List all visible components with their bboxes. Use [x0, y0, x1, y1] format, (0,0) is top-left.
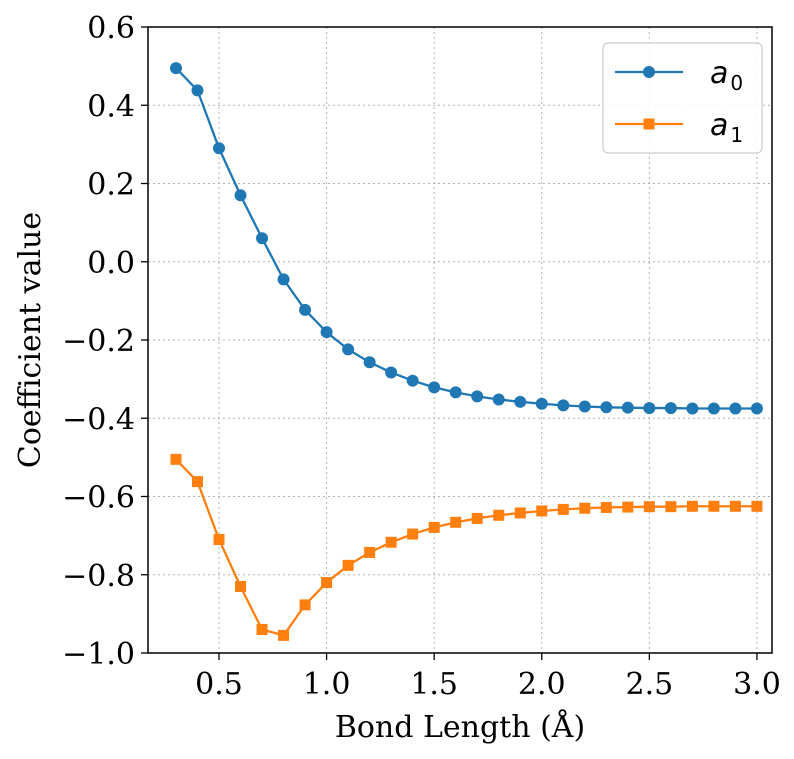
- data-point: [578, 400, 591, 413]
- y-tick-label: −0.4: [62, 402, 135, 437]
- series-a0: [169, 62, 763, 415]
- data-point: [299, 599, 311, 611]
- legend-frame: [602, 42, 763, 154]
- data-point: [170, 453, 182, 465]
- legend: a 0a 1: [602, 42, 763, 154]
- data-point: [363, 356, 376, 369]
- data-point: [708, 500, 720, 512]
- data-point: [449, 386, 462, 399]
- data-point: [471, 512, 483, 524]
- data-point: [471, 390, 484, 403]
- x-tick-label: 2.5: [625, 667, 673, 702]
- data-point: [278, 629, 290, 641]
- data-point: [342, 559, 354, 571]
- y-tick-label: 0.4: [87, 89, 135, 124]
- data-point: [406, 374, 419, 387]
- y-tick-label: 0.2: [87, 168, 135, 203]
- data-point: [213, 534, 225, 546]
- y-tick-label: −0.8: [62, 559, 135, 594]
- series-layer: [169, 62, 763, 641]
- data-point: [643, 501, 655, 513]
- data-point: [600, 401, 613, 414]
- data-point: [664, 402, 677, 415]
- x-tick-label: 1.0: [303, 667, 351, 702]
- data-point: [450, 516, 462, 528]
- data-point: [256, 624, 268, 636]
- data-point: [621, 401, 634, 414]
- data-point: [342, 343, 355, 356]
- x-axis-label: Bond Length (Å): [335, 709, 585, 745]
- data-point: [428, 521, 440, 533]
- legend-marker: [643, 118, 655, 130]
- series-a1: [170, 453, 763, 641]
- data-point: [320, 326, 333, 339]
- data-point: [277, 273, 290, 286]
- data-point: [169, 62, 182, 75]
- data-point: [256, 232, 269, 245]
- data-point: [492, 393, 505, 406]
- data-point: [493, 509, 505, 521]
- data-point: [514, 507, 526, 519]
- x-tick-label: 2.0: [518, 667, 566, 702]
- data-point: [729, 402, 742, 415]
- y-tick-label: −0.6: [62, 481, 135, 516]
- y-axis-label: Coefficient value: [13, 212, 48, 468]
- data-point: [235, 580, 247, 592]
- data-point: [407, 528, 419, 540]
- series-line: [175, 67, 757, 410]
- data-point: [750, 402, 763, 415]
- data-point: [364, 546, 376, 558]
- x-tick-label: 3.0: [733, 667, 781, 702]
- data-point: [536, 505, 548, 517]
- y-tick-label: −1.0: [62, 637, 135, 672]
- y-tick-label: 0.6: [87, 11, 135, 46]
- data-point: [600, 501, 612, 513]
- data-point: [213, 142, 226, 155]
- data-point: [557, 399, 570, 412]
- data-point: [321, 577, 333, 589]
- y-tick-label: 0.0: [87, 246, 135, 281]
- data-point: [751, 500, 763, 512]
- data-point: [385, 366, 398, 379]
- data-point: [707, 402, 720, 415]
- data-point: [514, 395, 527, 408]
- data-point: [729, 500, 741, 512]
- data-point: [299, 303, 312, 316]
- x-tick-label: 1.5: [410, 667, 458, 702]
- data-point: [622, 501, 634, 513]
- data-point: [191, 476, 203, 488]
- data-point: [643, 402, 656, 415]
- ticks: 0.5 1.0 1.5 2.0 2.5 3.0 −1.0 −0.8 −0.6 −0.4 −0.2 0.…: [62, 11, 781, 702]
- data-point: [665, 501, 677, 513]
- x-tick-label: 0.5: [195, 667, 243, 702]
- data-point: [385, 536, 397, 548]
- data-point: [686, 500, 698, 512]
- data-point: [686, 402, 699, 415]
- data-point: [535, 397, 548, 410]
- data-point: [579, 502, 591, 514]
- y-tick-label: −0.2: [62, 324, 135, 359]
- data-point: [234, 189, 247, 202]
- data-point: [191, 84, 204, 97]
- data-point: [428, 381, 441, 394]
- series-line: [175, 458, 757, 637]
- data-point: [557, 503, 569, 515]
- legend-marker: [643, 66, 655, 78]
